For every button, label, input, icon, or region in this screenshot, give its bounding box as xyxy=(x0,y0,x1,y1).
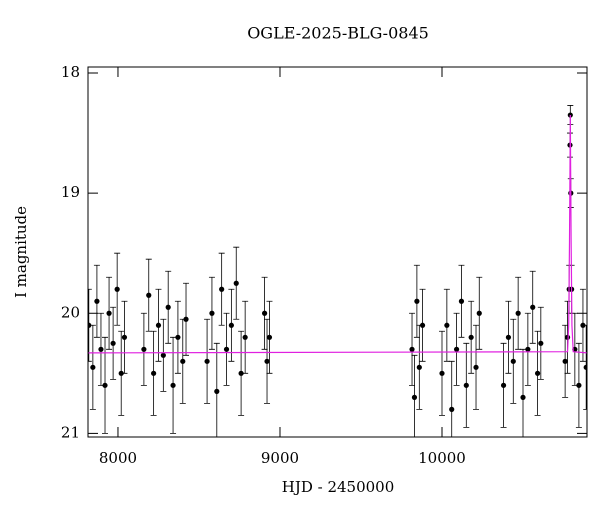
data-point xyxy=(238,370,244,376)
data-point xyxy=(414,298,420,304)
data-point xyxy=(223,346,230,352)
data-point xyxy=(219,286,225,292)
y-axis-label: I magnitude xyxy=(12,206,30,298)
data-point xyxy=(416,364,422,370)
data-point xyxy=(228,322,234,328)
data-point xyxy=(510,358,516,364)
data-point xyxy=(183,316,189,322)
data-point xyxy=(170,382,176,388)
data-point xyxy=(242,334,248,340)
data-point xyxy=(468,334,474,340)
data-point xyxy=(439,370,445,376)
data-point xyxy=(520,394,526,400)
data-point xyxy=(500,382,507,388)
data-point xyxy=(118,370,124,376)
data-point xyxy=(165,304,171,310)
data-point xyxy=(264,358,270,364)
data-point xyxy=(175,334,181,340)
data-point xyxy=(141,346,147,352)
data-point xyxy=(476,310,482,316)
data-point xyxy=(121,334,128,340)
data-point xyxy=(110,340,116,346)
data-point xyxy=(114,286,120,292)
data-point xyxy=(505,334,512,340)
x-tick-label: 9000 xyxy=(261,449,299,467)
x-tick-label: 10000 xyxy=(418,449,466,467)
data-point xyxy=(525,346,531,352)
y-tick-label: 21 xyxy=(61,423,80,441)
data-point xyxy=(453,346,460,352)
data-point xyxy=(160,352,166,358)
data-point xyxy=(204,358,210,364)
data-point xyxy=(180,358,186,364)
y-tick-label: 20 xyxy=(61,303,80,321)
data-point xyxy=(90,364,96,370)
data-point xyxy=(409,346,415,352)
data-point xyxy=(458,298,465,304)
data-point xyxy=(449,406,455,412)
data-point xyxy=(266,334,273,340)
data-point xyxy=(102,382,108,388)
model-curve xyxy=(88,115,587,354)
data-point xyxy=(576,382,582,388)
data-point xyxy=(419,322,426,328)
data-point xyxy=(534,370,541,376)
x-axis-label: HJD - 2450000 xyxy=(282,478,395,496)
data-point xyxy=(94,298,100,304)
x-tick-label: 8000 xyxy=(99,449,137,467)
y-tick-label: 18 xyxy=(61,63,80,81)
data-point xyxy=(233,280,239,286)
data-point xyxy=(473,364,479,370)
data-point xyxy=(106,310,112,316)
plot-frame xyxy=(87,66,588,438)
data-point xyxy=(580,322,586,328)
data-point xyxy=(209,310,215,316)
data-point xyxy=(463,382,469,388)
data-point xyxy=(583,364,587,370)
data-point xyxy=(530,304,536,310)
data-point xyxy=(562,358,568,364)
data-point xyxy=(261,310,268,316)
data-point xyxy=(538,340,544,346)
data-point xyxy=(411,394,418,400)
y-tick-label: 19 xyxy=(61,183,80,201)
plot-area xyxy=(88,105,587,437)
data-point xyxy=(151,370,157,376)
data-point xyxy=(88,322,92,328)
data-point xyxy=(98,346,104,352)
data-point xyxy=(515,310,521,316)
chart-title: OGLE-2025-BLG-0845 xyxy=(247,24,429,43)
data-point xyxy=(444,322,450,328)
data-point xyxy=(564,334,571,340)
data-point xyxy=(214,388,220,394)
data-point xyxy=(146,292,152,298)
data-point xyxy=(155,322,162,328)
